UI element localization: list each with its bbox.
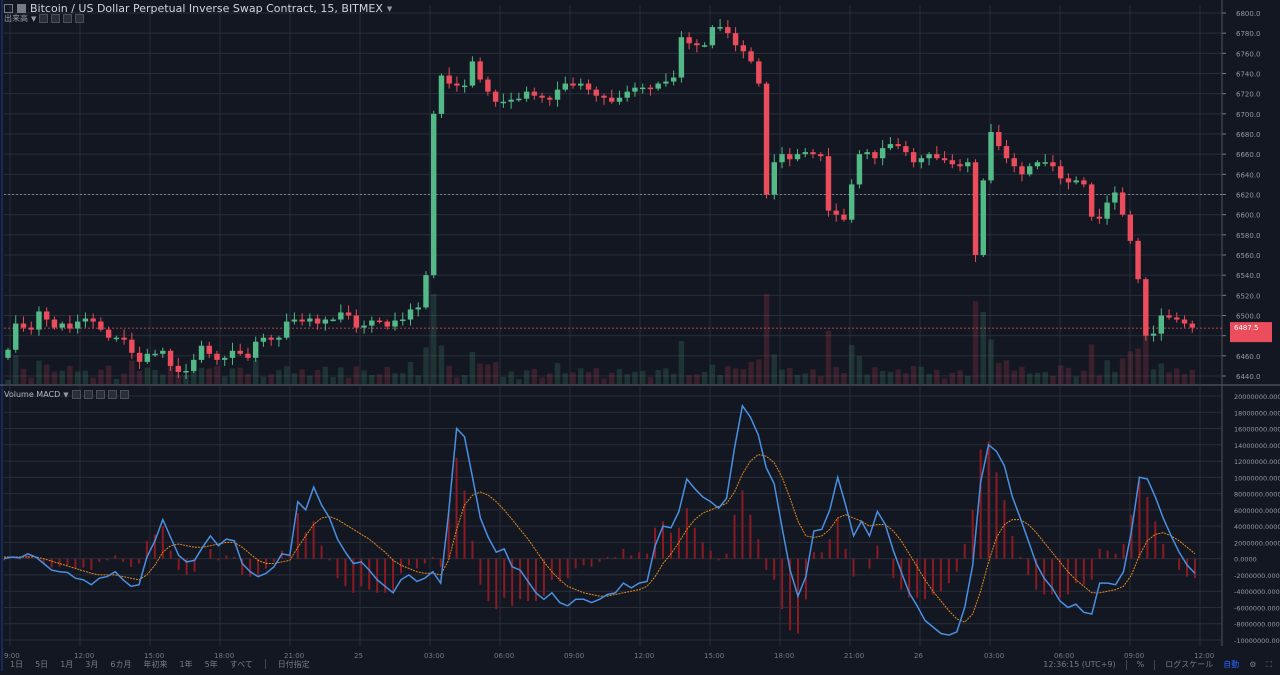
range-button-6[interactable]: 1年 bbox=[179, 660, 193, 669]
svg-text:6780.0: 6780.0 bbox=[1236, 30, 1261, 38]
eye-icon[interactable] bbox=[39, 14, 49, 23]
source-icon[interactable] bbox=[63, 14, 73, 23]
svg-text:6460.0: 6460.0 bbox=[1236, 353, 1261, 361]
collapse-icon[interactable] bbox=[4, 4, 13, 13]
gear-icon[interactable]: ⚙ bbox=[1249, 660, 1257, 669]
svg-text:12:00: 12:00 bbox=[634, 652, 654, 660]
svg-text:14000000.0000: 14000000.0000 bbox=[1234, 442, 1280, 450]
svg-text:0.0000: 0.0000 bbox=[1234, 556, 1257, 564]
svg-text:6620.0: 6620.0 bbox=[1236, 192, 1261, 200]
svg-text:6520.0: 6520.0 bbox=[1236, 292, 1261, 300]
svg-text:6720.0: 6720.0 bbox=[1236, 91, 1261, 99]
svg-text:18:00: 18:00 bbox=[214, 652, 234, 660]
divider bbox=[264, 659, 266, 669]
svg-text:6800.0: 6800.0 bbox=[1236, 10, 1261, 18]
svg-text:9:00: 9:00 bbox=[4, 652, 20, 660]
fullscreen-icon[interactable]: ⛶ bbox=[1266, 659, 1272, 669]
svg-text:6600.0: 6600.0 bbox=[1236, 212, 1261, 220]
svg-text:12:00: 12:00 bbox=[74, 652, 94, 660]
chevron-down-icon[interactable]: ▼ bbox=[63, 390, 69, 399]
svg-text:6740.0: 6740.0 bbox=[1236, 71, 1261, 79]
more-icon[interactable] bbox=[107, 390, 117, 399]
close-icon[interactable] bbox=[119, 390, 129, 399]
clock: 12:36:15 (UTC+9) bbox=[1043, 660, 1116, 669]
svg-text:06:00: 06:00 bbox=[1054, 652, 1074, 660]
svg-text:8000000.0000: 8000000.0000 bbox=[1234, 491, 1280, 499]
svg-text:6760.0: 6760.0 bbox=[1236, 50, 1261, 58]
svg-text:6700.0: 6700.0 bbox=[1236, 111, 1261, 119]
status-area: 12:36:15 (UTC+9) % ログスケール 自動 ⚙ ⛶ bbox=[1043, 659, 1272, 670]
svg-text:25: 25 bbox=[354, 652, 363, 660]
svg-text:18000000.0000: 18000000.0000 bbox=[1234, 409, 1280, 417]
range-button-8[interactable]: すべて bbox=[229, 660, 253, 669]
volume-label: 出来高 bbox=[4, 14, 28, 23]
svg-text:6440.0: 6440.0 bbox=[1236, 373, 1261, 381]
range-button-4[interactable]: 6カ月 bbox=[110, 660, 132, 669]
auto-scale-toggle[interactable]: 自動 bbox=[1223, 660, 1240, 669]
settings-icon[interactable] bbox=[51, 14, 61, 23]
svg-text:6640.0: 6640.0 bbox=[1236, 171, 1261, 179]
range-button-7[interactable]: 5年 bbox=[204, 660, 218, 669]
svg-text:-6000000.0000: -6000000.0000 bbox=[1234, 604, 1280, 612]
svg-text:6487.5: 6487.5 bbox=[1234, 324, 1259, 332]
svg-text:21:00: 21:00 bbox=[284, 652, 304, 660]
chevron-down-icon[interactable]: ▼ bbox=[386, 4, 393, 13]
svg-text:15:00: 15:00 bbox=[704, 652, 724, 660]
divider bbox=[1154, 659, 1156, 670]
svg-text:12:00: 12:00 bbox=[1194, 652, 1214, 660]
svg-text:6500.0: 6500.0 bbox=[1236, 313, 1261, 321]
svg-text:2000000.0000: 2000000.0000 bbox=[1234, 539, 1280, 547]
svg-text:-4000000.0000: -4000000.0000 bbox=[1234, 588, 1280, 596]
range-button-3[interactable]: 3月 bbox=[85, 660, 99, 669]
range-button-5[interactable]: 年初来 bbox=[143, 660, 168, 669]
svg-text:20000000.0000: 20000000.0000 bbox=[1234, 393, 1280, 401]
svg-text:09:00: 09:00 bbox=[1124, 652, 1144, 660]
chevron-down-icon[interactable]: ▼ bbox=[31, 14, 37, 23]
svg-text:26: 26 bbox=[914, 652, 923, 660]
svg-text:6660.0: 6660.0 bbox=[1236, 151, 1261, 159]
range-button-1[interactable]: 5日 bbox=[35, 660, 49, 669]
svg-text:6000000.0000: 6000000.0000 bbox=[1234, 507, 1280, 515]
svg-text:-10000000.0000: -10000000.0000 bbox=[1234, 637, 1280, 645]
svg-text:10000000.0000: 10000000.0000 bbox=[1234, 474, 1280, 482]
svg-text:4000000.0000: 4000000.0000 bbox=[1234, 523, 1280, 531]
svg-text:-2000000.0000: -2000000.0000 bbox=[1234, 572, 1280, 580]
percent-toggle[interactable]: % bbox=[1136, 660, 1145, 669]
svg-text:6680.0: 6680.0 bbox=[1236, 131, 1261, 139]
range-buttons: 1日 5日 1月 3月 6カ月 年初来 1年 5年 すべて 日付指定 bbox=[10, 659, 310, 670]
svg-text:03:00: 03:00 bbox=[424, 652, 444, 660]
date-picker-button[interactable]: 日付指定 bbox=[277, 660, 310, 669]
svg-text:06:00: 06:00 bbox=[494, 652, 514, 660]
range-button-2[interactable]: 1月 bbox=[60, 660, 74, 669]
symbol-legend[interactable]: Bitcoin / US Dollar Perpetual Inverse Sw… bbox=[4, 2, 392, 15]
svg-text:6560.0: 6560.0 bbox=[1236, 252, 1261, 260]
bottom-toolbar: 1日 5日 1月 3月 6カ月 年初来 1年 5年 すべて 日付指定 12:36:15 (UTC+… bbox=[0, 657, 1280, 671]
eye-icon[interactable] bbox=[71, 390, 81, 399]
svg-text:15:00: 15:00 bbox=[144, 652, 164, 660]
svg-text:18:00: 18:00 bbox=[774, 652, 794, 660]
macd-label: Volume MACD bbox=[4, 390, 61, 399]
svg-text:6580.0: 6580.0 bbox=[1236, 232, 1261, 240]
svg-text:12000000.0000: 12000000.0000 bbox=[1234, 458, 1280, 466]
range-button-0[interactable]: 1日 bbox=[10, 660, 24, 669]
divider bbox=[1125, 659, 1127, 670]
symbol-title[interactable]: Bitcoin / US Dollar Perpetual Inverse Sw… bbox=[30, 2, 383, 15]
settings-icon[interactable] bbox=[83, 390, 93, 399]
volume-legend[interactable]: 出来高 ▼ bbox=[4, 13, 85, 24]
svg-text:09:00: 09:00 bbox=[564, 652, 584, 660]
log-scale-toggle[interactable]: ログスケール bbox=[1165, 660, 1214, 669]
svg-text:16000000.0000: 16000000.0000 bbox=[1234, 426, 1280, 434]
svg-text:03:00: 03:00 bbox=[984, 652, 1004, 660]
svg-text:6540.0: 6540.0 bbox=[1236, 272, 1261, 280]
macd-legend[interactable]: Volume MACD ▼ bbox=[4, 390, 129, 399]
source-icon[interactable] bbox=[95, 390, 105, 399]
svg-text:-8000000.0000: -8000000.0000 bbox=[1234, 621, 1280, 629]
close-icon[interactable] bbox=[75, 14, 85, 23]
symbol-color-icon bbox=[17, 4, 26, 13]
svg-text:21:00: 21:00 bbox=[844, 652, 864, 660]
